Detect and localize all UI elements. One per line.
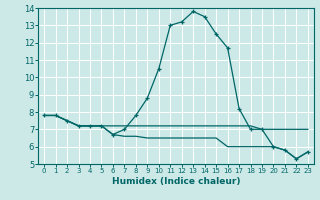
X-axis label: Humidex (Indice chaleur): Humidex (Indice chaleur) — [112, 177, 240, 186]
